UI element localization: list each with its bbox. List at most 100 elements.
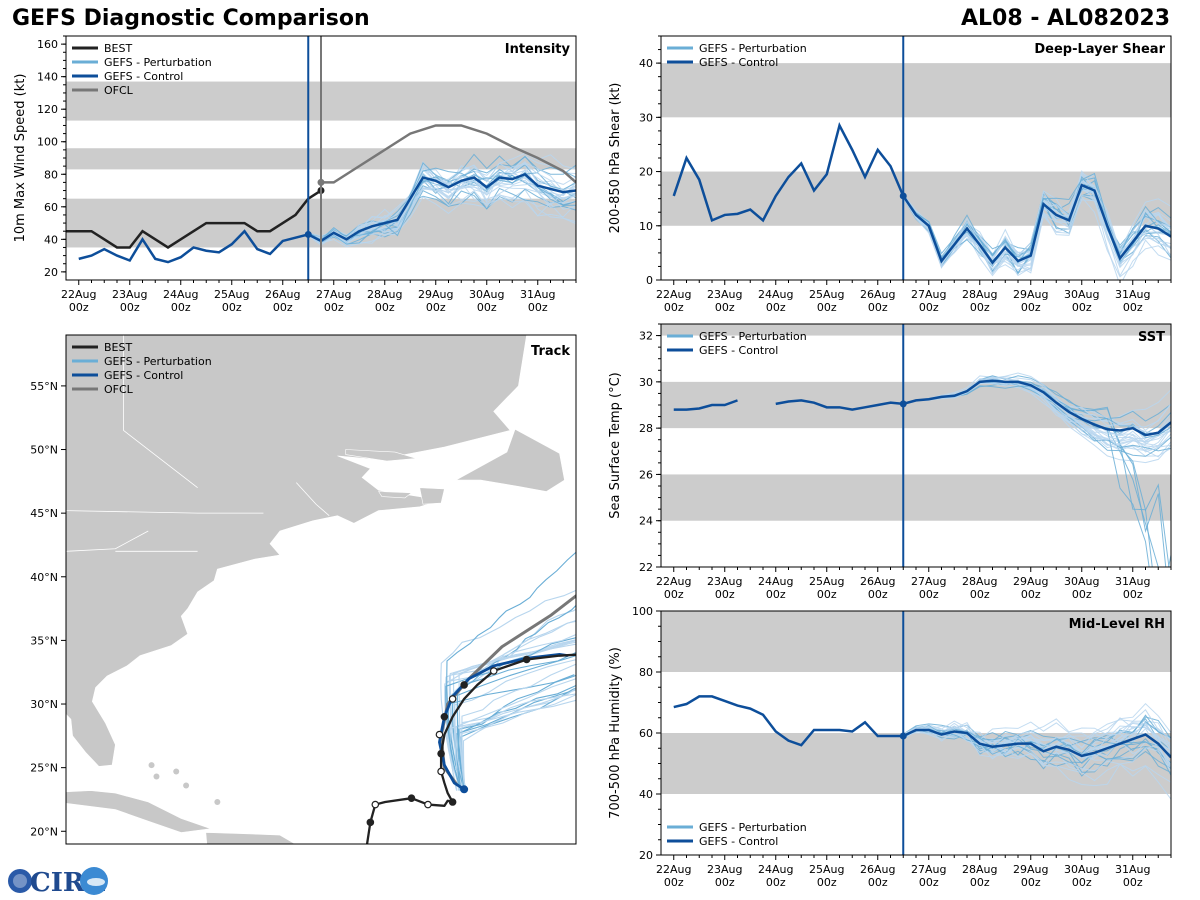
track-best-marker bbox=[489, 667, 498, 675]
intensity-xtick-day: 24Aug bbox=[163, 288, 198, 301]
shear-legend-label: GEFS - Perturbation bbox=[699, 42, 807, 55]
sst-ytick-label: 24 bbox=[639, 515, 653, 528]
pei-land bbox=[378, 491, 413, 499]
intensity-ytick-label: 40 bbox=[44, 233, 58, 246]
track-best-marker bbox=[366, 818, 375, 827]
sst-xtick-hour: 00z bbox=[868, 588, 888, 601]
rh-legend-label: GEFS - Perturbation bbox=[699, 821, 807, 834]
north-america-land bbox=[66, 335, 527, 767]
sst-control-line bbox=[673, 399, 738, 411]
track-legend-label: BEST bbox=[104, 341, 132, 354]
rh-ytick-label: 20 bbox=[639, 849, 653, 862]
shear-xtick-hour: 00z bbox=[919, 301, 939, 314]
rh-xtick-day: 24Aug bbox=[758, 863, 793, 876]
rh-ylabel: 700-500 hPa Humidity (%) bbox=[608, 647, 623, 819]
rh-xtick-day: 31Aug bbox=[1115, 863, 1150, 876]
rh-ytick-label: 100 bbox=[632, 605, 653, 618]
track-best-marker bbox=[440, 712, 449, 721]
shear-legend-label: GEFS - Control bbox=[699, 56, 778, 69]
track-lat-label: 25°N bbox=[30, 762, 58, 775]
intensity-ytick-label: 100 bbox=[37, 136, 58, 149]
anticosti-land bbox=[345, 449, 417, 462]
shear-xtick-day: 29Aug bbox=[1013, 288, 1048, 301]
intensity-legend-label: OFCL bbox=[104, 84, 134, 97]
bahamas-island bbox=[173, 768, 180, 775]
shear-ytick-label: 20 bbox=[639, 166, 653, 179]
intensity-ytick-label: 60 bbox=[44, 201, 58, 214]
sst-control-line bbox=[775, 379, 1171, 437]
shear-xtick-day: 25Aug bbox=[809, 288, 844, 301]
intensity-perturbation-member bbox=[308, 162, 576, 245]
intensity-xtick-hour: 00z bbox=[477, 301, 497, 314]
shear-ytick-label: 10 bbox=[639, 220, 653, 233]
track-best-marker bbox=[407, 794, 416, 802]
sst-perturbation-member bbox=[903, 381, 1171, 448]
track-best-marker bbox=[575, 652, 576, 657]
intensity-xtick-day: 22Aug bbox=[61, 288, 96, 301]
intensity-ylabel: 10m Max Wind Speed (kt) bbox=[13, 74, 28, 243]
boundary-line bbox=[66, 530, 149, 552]
shear-xtick-hour: 00z bbox=[1123, 301, 1143, 314]
track-perturbation-member bbox=[455, 678, 576, 791]
rh-ytick-label: 80 bbox=[639, 666, 653, 679]
track-best-marker bbox=[448, 695, 457, 703]
sst-panel: 22242628303222Aug00z23Aug00z24Aug00z25Au… bbox=[608, 323, 1172, 601]
intensity-perturbation-member bbox=[308, 187, 576, 246]
cape-breton-land bbox=[419, 487, 445, 505]
rh-perturbation-member bbox=[903, 720, 1171, 751]
rh-control-line bbox=[673, 695, 1171, 759]
sst-legend-label: GEFS - Perturbation bbox=[699, 330, 807, 343]
rh-xtick-day: 27Aug bbox=[911, 863, 946, 876]
track-lat-label: 45°N bbox=[30, 507, 58, 520]
track-perturbation-member bbox=[458, 684, 576, 791]
intensity-xtick-hour: 00z bbox=[120, 301, 140, 314]
track-legend-label: GEFS - Perturbation bbox=[104, 355, 212, 368]
track-perturbation-member bbox=[451, 651, 576, 791]
track-best-line bbox=[365, 653, 576, 844]
figure-title: GEFS Diagnostic Comparison bbox=[12, 6, 370, 31]
storm-id: AL08 - AL082023 bbox=[961, 6, 1170, 31]
sst-xtick-day: 31Aug bbox=[1115, 575, 1150, 588]
shear-xtick-hour: 00z bbox=[970, 301, 990, 314]
rh-xtick-hour: 00z bbox=[1072, 876, 1092, 889]
track-best-marker bbox=[371, 800, 380, 809]
shear-xtick-hour: 00z bbox=[715, 301, 735, 314]
sst-ytick-label: 22 bbox=[639, 561, 653, 574]
track-perturbation-member bbox=[453, 643, 576, 791]
sst-xtick-day: 24Aug bbox=[758, 575, 793, 588]
intensity-xtick-day: 23Aug bbox=[112, 288, 147, 301]
intensity-ofcl-line bbox=[321, 124, 576, 184]
boundary-line bbox=[66, 510, 264, 514]
intensity-xtick-hour: 00z bbox=[171, 301, 191, 314]
track-best-marker bbox=[437, 767, 445, 776]
sst-xtick-hour: 00z bbox=[919, 588, 939, 601]
shear-control-line bbox=[672, 122, 1171, 265]
sst-xtick-hour: 00z bbox=[817, 588, 837, 601]
sst-xtick-day: 25Aug bbox=[809, 575, 844, 588]
rh-xtick-day: 25Aug bbox=[809, 863, 844, 876]
rh-xtick-day: 26Aug bbox=[860, 863, 895, 876]
intensity-xtick-hour: 00z bbox=[324, 301, 344, 314]
track-panel: 20°N 25°N 30°N 35°N 40°N 45°N 50°N 55°N Track BES… bbox=[30, 334, 577, 845]
sst-ytick-label: 28 bbox=[639, 422, 653, 435]
rh-band-1 bbox=[661, 611, 1171, 672]
sst-ytick-label: 30 bbox=[639, 376, 653, 389]
track-control-start-point bbox=[460, 785, 469, 794]
shear-xtick-day: 31Aug bbox=[1115, 288, 1150, 301]
sst-ylabel: Sea Surface Temp (°C) bbox=[608, 372, 623, 519]
shear-xtick-day: 23Aug bbox=[707, 288, 742, 301]
track-lat-label: 40°N bbox=[30, 571, 58, 584]
sst-ytick-label: 32 bbox=[639, 330, 653, 343]
intensity-best-line bbox=[66, 189, 322, 249]
sst-xtick-day: 28Aug bbox=[962, 575, 997, 588]
sst-xtick-hour: 00z bbox=[1021, 588, 1041, 601]
track-best-marker bbox=[424, 800, 432, 809]
shear-xtick-day: 22Aug bbox=[656, 288, 691, 301]
rh-xtick-hour: 00z bbox=[1123, 876, 1143, 889]
track-best-marker bbox=[448, 798, 457, 806]
track-lat-label: 50°N bbox=[30, 444, 58, 457]
intensity-xtick-day: 29Aug bbox=[418, 288, 453, 301]
intensity-ytick-label: 160 bbox=[37, 38, 58, 51]
track-perturbation-member bbox=[449, 699, 576, 791]
